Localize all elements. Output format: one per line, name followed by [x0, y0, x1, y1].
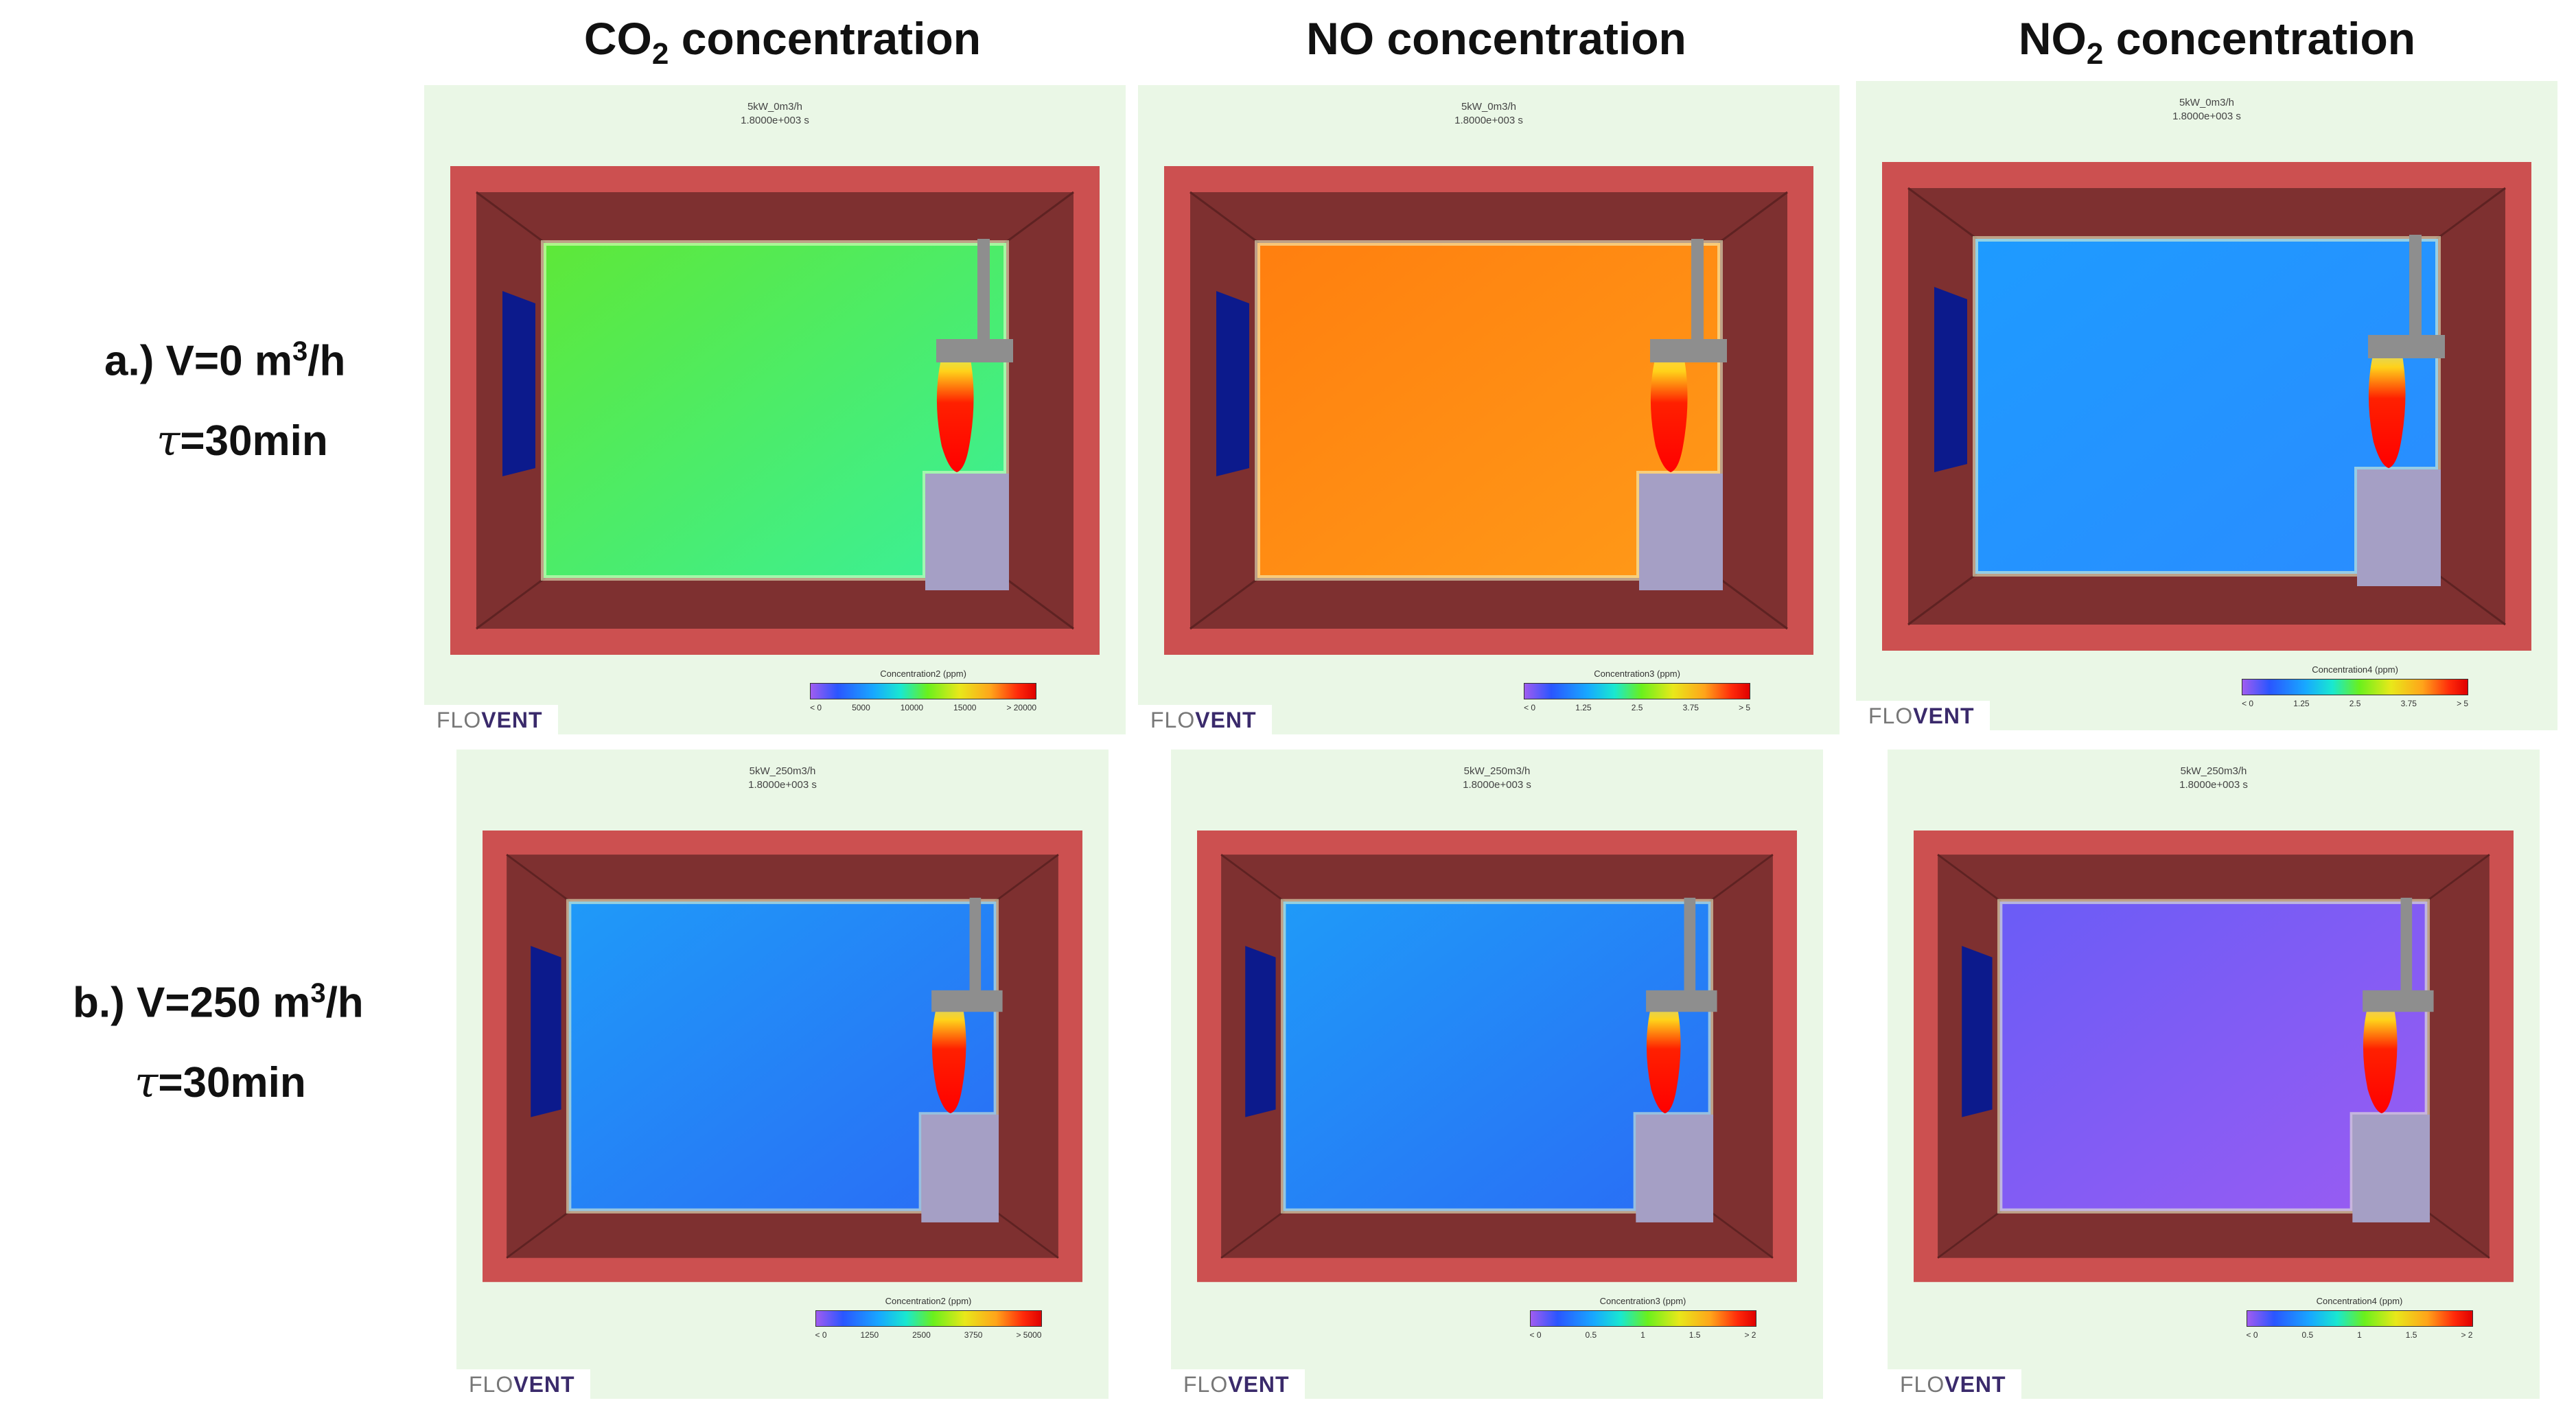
color-legend: Concentration2 (ppm) < 0 1250 2500 3750 > 50…	[815, 1296, 1042, 1340]
hood	[1650, 339, 1727, 362]
row-tau-a: τ=30min	[156, 415, 328, 465]
room-cross-section	[483, 831, 1082, 1282]
flue-pipe	[2400, 897, 2413, 993]
panel-case-title: 5kW_250m3/h	[749, 765, 816, 777]
simulation-panel-no-v0: 5kW_0m3/h 1.8000e+003 s	[1138, 85, 1840, 734]
heater-unit	[2352, 1114, 2430, 1222]
panel-case-title: 5kW_0m3/h	[747, 101, 803, 113]
simulation-panel-no-v250: 5kW_250m3/h 1.8000e+003 s	[1171, 750, 1823, 1399]
hood	[936, 339, 1013, 362]
color-legend: Concentration4 (ppm) < 0 0.5 1 1.5 > 2	[2246, 1295, 2473, 1340]
heater-unit	[921, 1114, 999, 1222]
concentration-field	[544, 243, 1006, 578]
panel-time-label: 1.8000e+003 s	[2179, 779, 2248, 791]
room-cross-section	[450, 166, 1100, 655]
legend-title: Concentration3 (ppm)	[1599, 1295, 1686, 1306]
panel-case-title: 5kW_0m3/h	[1461, 101, 1517, 113]
flame-plume	[936, 346, 974, 472]
flue-pipe	[1684, 897, 1696, 993]
legend-color-bar	[1524, 683, 1751, 699]
simulation-panel-no2-v250: 5kW_250m3/h 1.8000e+003 s	[1888, 750, 2540, 1399]
concentration-field	[1975, 239, 2438, 574]
simulation-panel-co2-v0: 5kW_0m3/h 1.8000e+003 s	[424, 85, 1126, 734]
simulation-panel-no2-v0: 5kW_0m3/h 1.8000e+003 s	[1856, 81, 2557, 730]
panel-case-title: 5kW_250m3/h	[2180, 765, 2247, 777]
row-tau-b: τ=30min	[135, 1057, 306, 1107]
column-title-no: NO concentration	[1306, 13, 1686, 64]
panel-time-label: 1.8000e+003 s	[1463, 779, 1531, 791]
concentration-field	[1257, 243, 1720, 578]
panel-time-label: 1.8000e+003 s	[1454, 115, 1523, 126]
row-label-b: b.) V=250 m3/h	[73, 978, 364, 1027]
heater-unit	[1636, 1114, 1714, 1222]
heater-unit	[925, 474, 1009, 590]
window	[1962, 946, 1993, 1117]
window	[502, 291, 535, 476]
legend-color-bar	[1529, 1310, 1756, 1327]
panel-time-label: 1.8000e+003 s	[2172, 111, 2241, 122]
concentration-field	[1283, 901, 1711, 1211]
legend-title: Concentration4 (ppm)	[2316, 1295, 2403, 1306]
legend-color-bar	[815, 1310, 1042, 1327]
legend-ticks: < 0 0.5 1 1.5 > 2	[2246, 1329, 2473, 1340]
legend-title: Concentration2 (ppm)	[880, 669, 966, 679]
window	[1245, 946, 1276, 1117]
panel-time-label: 1.8000e+003 s	[748, 779, 817, 791]
legend-ticks: < 0 0.5 1 1.5 > 2	[1529, 1329, 1756, 1340]
flame-plume	[1650, 346, 1688, 472]
concentration-field	[1999, 901, 2428, 1211]
legend-ticks: < 0 1.25 2.5 3.75 > 5	[2242, 699, 2469, 708]
hood	[2368, 335, 2445, 358]
row-label-a: a.) V=0 m3/h	[104, 336, 346, 385]
flue-pipe	[1691, 239, 1704, 342]
hood	[2363, 990, 2434, 1012]
legend-ticks: < 0 5000 10000 15000 > 20000	[810, 703, 1037, 712]
flue-pipe	[977, 239, 990, 342]
flovent-logo: FLOVENT	[1171, 1369, 1305, 1399]
flovent-logo: FLOVENT	[424, 705, 558, 734]
legend-ticks: < 0 1.25 2.5 3.75 > 5	[1524, 703, 1751, 712]
legend-color-bar	[2246, 1310, 2473, 1327]
color-legend: Concentration3 (ppm) < 0 1.25 2.5 3.75 > 5	[1524, 669, 1751, 712]
flame-plume	[2363, 997, 2398, 1114]
window	[531, 946, 561, 1117]
concentration-field	[568, 901, 997, 1211]
legend-title: Concentration2 (ppm)	[885, 1295, 972, 1306]
window	[1216, 291, 1249, 476]
color-legend: Concentration2 (ppm) < 0 5000 10000 15000 > …	[810, 669, 1037, 712]
flue-pipe	[2409, 235, 2422, 338]
flovent-logo: FLOVENT	[1138, 705, 1272, 734]
legend-title: Concentration4 (ppm)	[2312, 664, 2398, 675]
flame-plume	[2368, 342, 2406, 468]
column-title-co2: CO2 concentration	[583, 13, 982, 71]
flovent-logo: FLOVENT	[1856, 701, 1990, 730]
legend-ticks: < 0 1250 2500 3750 > 5000	[815, 1329, 1042, 1340]
legend-color-bar	[2242, 679, 2469, 695]
panel-time-label: 1.8000e+003 s	[741, 115, 809, 126]
hood	[931, 990, 1003, 1012]
legend-title: Concentration3 (ppm)	[1594, 669, 1680, 679]
room-cross-section	[1164, 166, 1813, 655]
heater-unit	[1639, 474, 1723, 590]
column-title-no2: NO2 concentration	[2018, 13, 2416, 71]
flue-pipe	[969, 897, 982, 993]
panel-case-title: 5kW_0m3/h	[2179, 97, 2235, 108]
window	[1934, 287, 1967, 472]
flovent-logo: FLOVENT	[456, 1369, 590, 1399]
color-legend: Concentration3 (ppm) < 0 0.5 1 1.5 > 2	[1529, 1295, 1756, 1340]
hood	[1646, 990, 1717, 1012]
color-legend: Concentration4 (ppm) < 0 1.25 2.5 3.75 > 5	[2242, 664, 2469, 708]
room-cross-section	[1914, 831, 2514, 1282]
room-cross-section	[1882, 162, 2531, 651]
heater-unit	[2357, 469, 2441, 586]
room-cross-section	[1197, 831, 1797, 1282]
flame-plume	[931, 997, 966, 1114]
flame-plume	[1646, 997, 1681, 1114]
panel-case-title: 5kW_250m3/h	[1463, 765, 1531, 777]
flovent-logo: FLOVENT	[1888, 1369, 2021, 1399]
legend-color-bar	[810, 683, 1037, 699]
simulation-panel-co2-v250: 5kW_250m3/h 1.8000e+003 s	[456, 750, 1109, 1399]
